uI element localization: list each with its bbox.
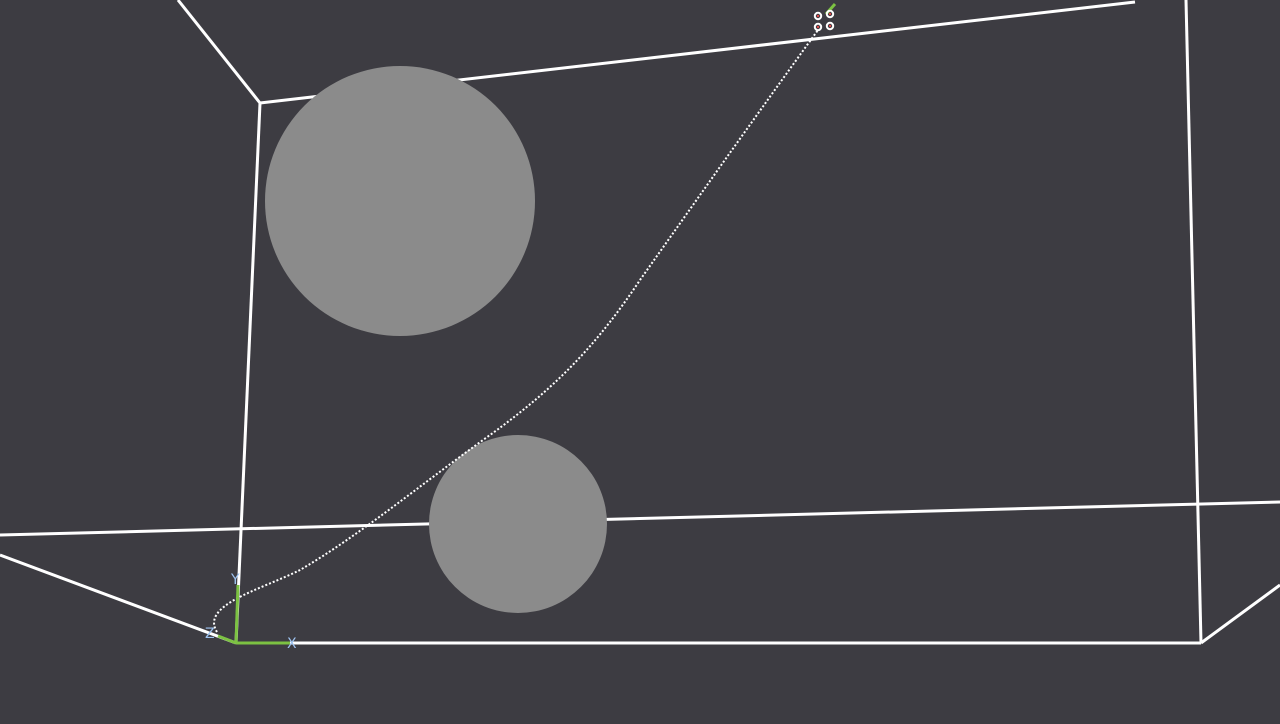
gripper-marker-center	[828, 12, 832, 16]
sphere-obstacle-small[interactable]	[429, 435, 607, 613]
trajectory-path	[213, 29, 819, 633]
gripper-marker	[813, 11, 823, 21]
z-axis-line	[217, 634, 237, 645]
gripper-marker-center	[828, 24, 832, 28]
wireframe-box	[0, 0, 1280, 645]
axis-gizmo: Y X Z	[205, 572, 297, 652]
box-edge-top-left-diagonal	[176, 0, 262, 104]
y-axis-line	[234, 584, 240, 644]
gripper-marker	[825, 21, 835, 31]
gripper-marker	[813, 22, 823, 32]
gripper-marker-center	[816, 25, 820, 29]
box-edge-bottom-left-diagonal	[0, 553, 237, 645]
z-axis-label: Z	[205, 626, 215, 642]
gripper-marker	[825, 9, 835, 19]
box-edge-middle-horizontal	[0, 500, 1280, 537]
gripper-marker-center	[816, 14, 820, 18]
box-edge-left-vertical	[234, 102, 262, 644]
box-edge-bottom-right-diagonal	[1200, 583, 1280, 645]
y-axis-label: Y	[230, 572, 240, 588]
x-axis-label: X	[287, 636, 297, 652]
box-edge-right-vertical	[1184, 0, 1203, 644]
sphere-obstacle-large[interactable]	[265, 66, 535, 336]
gripper-icon[interactable]	[813, 2, 837, 32]
